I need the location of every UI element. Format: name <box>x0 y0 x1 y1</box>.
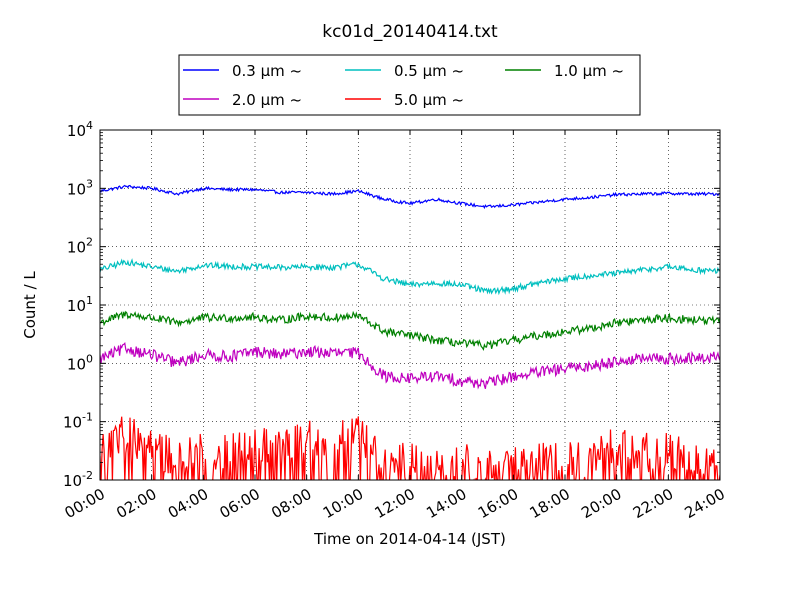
legend-label: 2.0 μm ~ <box>232 91 302 109</box>
plot-area <box>99 129 721 481</box>
y-axis-label: Count / L <box>21 271 39 339</box>
y-tick-label: 10-1 <box>63 411 93 432</box>
y-tick-label: 103 <box>67 177 93 198</box>
series-line <box>100 341 720 390</box>
y-tick-labels: 10-2 10-1 100 101 102 103 104 <box>63 119 93 490</box>
y-tick-label: 101 <box>67 294 93 315</box>
legend-label: 5.0 μm ~ <box>394 91 464 109</box>
series-lines <box>100 184 720 480</box>
legend-label: 0.3 μm ~ <box>232 62 302 80</box>
y-tick-label: 102 <box>67 236 93 257</box>
y-tick-label: 100 <box>67 352 93 373</box>
x-axis-label: Time on 2014-04-14 (JST) <box>313 530 506 548</box>
legend-label: 0.5 μm ~ <box>394 62 464 80</box>
series-line <box>100 416 720 480</box>
y-tick-label: 104 <box>67 119 93 140</box>
legend-label: 1.0 μm ~ <box>554 62 624 80</box>
axis-ticks <box>99 129 721 481</box>
chart-title: kc01d_20140414.txt <box>322 22 498 42</box>
legend: 0.3 μm ~ 0.5 μm ~ 1.0 μm ~ 2.0 μm ~ 5.0 μm ~ <box>178 54 641 116</box>
series-line <box>100 184 720 210</box>
series-line <box>100 258 720 296</box>
series-line <box>100 310 720 351</box>
y-tick-label: 10-2 <box>63 469 93 490</box>
legend-box <box>178 54 641 116</box>
